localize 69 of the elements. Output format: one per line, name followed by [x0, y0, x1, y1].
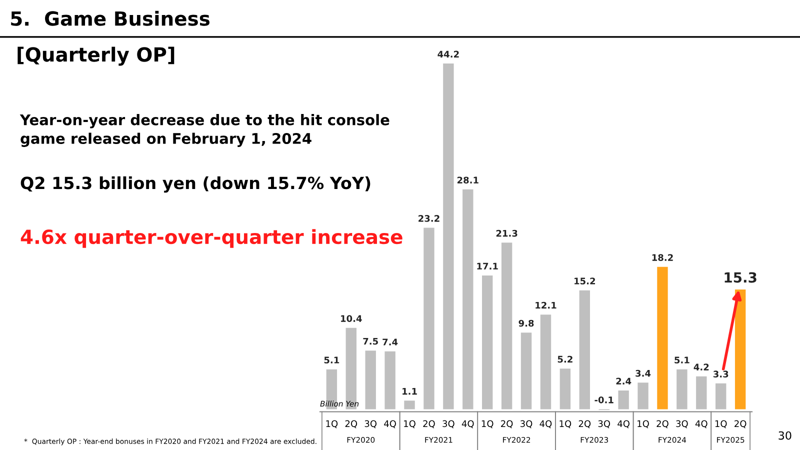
bar [638, 382, 648, 410]
data-label: 18.2 [652, 254, 673, 261]
bar [384, 351, 396, 410]
x-tick-label: 2Q [423, 420, 435, 428]
bar [560, 368, 571, 410]
data-label: 9.8 [518, 320, 534, 327]
data-label: 44.2 [438, 50, 459, 58]
bar [482, 275, 493, 410]
data-label: 10.4 [341, 315, 362, 322]
annotation: 4.6x quarter-over-quarter increase [20, 229, 402, 248]
x-tick-label: 2Q [734, 420, 746, 428]
x-tick-label: 1Q [638, 420, 649, 428]
x-tick-label: 1Q [715, 420, 727, 428]
x-tick-label: 1Q [482, 420, 494, 428]
data-label: 3.3 [713, 370, 728, 378]
x-tick-label: 1Q [404, 420, 416, 428]
data-label: 5.1 [324, 356, 340, 364]
bar [520, 332, 532, 410]
x-tick-label: 4Q [462, 420, 474, 428]
annotation: Q2 15.3 billion yen (down 15.7% YoY) [20, 176, 370, 193]
x-tick-label: 4Q [695, 420, 708, 428]
x-tick-label: 2Q [578, 420, 591, 428]
x-tick-label: 3Q [364, 420, 377, 428]
x-tick-label: 3Q [442, 420, 454, 428]
data-label: 28.1 [457, 176, 478, 184]
bar [676, 369, 688, 410]
data-label: 12.1 [536, 302, 556, 309]
bar [424, 228, 434, 410]
data-label: 7.5 [363, 338, 378, 345]
bar [696, 376, 707, 410]
data-label: 4.2 [694, 364, 709, 370]
data-label: 5.2 [558, 356, 572, 363]
x-tick-label: 1Q [326, 420, 338, 428]
data-label: 7.4 [382, 338, 398, 346]
bar [540, 314, 552, 410]
bar [346, 328, 356, 410]
bar [404, 400, 415, 410]
bar [462, 189, 474, 410]
x-tick-label: 2Q [345, 420, 358, 428]
bar [365, 350, 376, 410]
data-label: 23.2 [418, 215, 440, 222]
x-tick-label: 2Q [501, 420, 513, 428]
x-tick-label: 2Q [656, 420, 668, 428]
bar [501, 242, 512, 410]
text: [Quarterly OP] [18, 46, 174, 66]
bar [579, 290, 590, 410]
x-tick-label: 4Q [618, 420, 630, 428]
data-label: 5.1 [674, 356, 690, 364]
data-label: 2.4 [616, 378, 632, 384]
x-tick-label: 3Q [676, 420, 688, 428]
x-tick-label: 1Q [560, 420, 572, 428]
bar [618, 390, 629, 410]
bar [443, 63, 454, 410]
x-tick-label: 3Q [598, 420, 610, 428]
data-label: 1.1 [402, 388, 417, 395]
data-label: 21.3 [496, 230, 518, 237]
data-label: 3.4 [636, 370, 651, 377]
x-tick-label: 3Q [520, 420, 532, 428]
data-label: 15.2 [574, 278, 595, 284]
data-label: 15.3 [724, 272, 756, 283]
x-tick-label: 4Q [540, 420, 552, 428]
x-tick-label: 4Q [384, 420, 396, 428]
annotation: Year-on-year decrease due to the hit console game released on February 1, 2024 [20, 114, 390, 147]
data-label: 17.1 [477, 262, 498, 270]
text: 5. Game Business [11, 10, 210, 26]
text: 30 [778, 431, 792, 440]
bar [657, 266, 668, 410]
bar [716, 383, 726, 410]
data-label: -0.1 [594, 396, 614, 404]
